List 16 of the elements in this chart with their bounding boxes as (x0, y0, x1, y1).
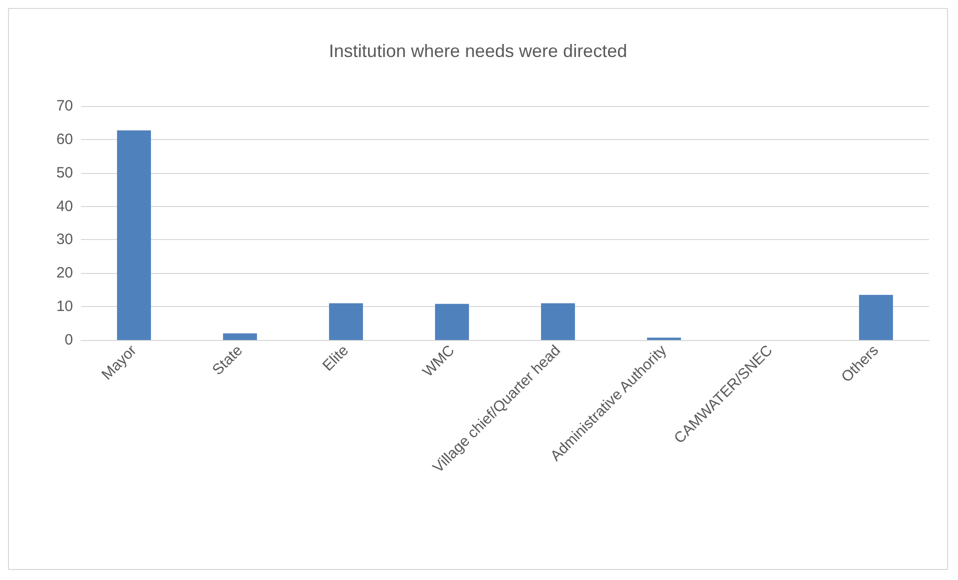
y-tick-label: 40 (56, 198, 73, 215)
bar (435, 304, 469, 340)
y-tick-label: 0 (64, 332, 73, 348)
y-tick-label: 20 (56, 264, 73, 282)
bar (541, 303, 575, 340)
bar (329, 303, 363, 340)
y-tick-label: 10 (56, 298, 73, 316)
y-tick-label: 30 (56, 231, 73, 248)
y-tick-label: 70 (56, 98, 73, 114)
bar (117, 130, 151, 340)
y-tick-label: 60 (56, 130, 73, 148)
chart-title: Institution where needs were directed (328, 41, 628, 61)
x-tick-label: Elite (319, 342, 352, 375)
bar (859, 294, 893, 340)
y-tick-label: 50 (56, 164, 73, 182)
bar (223, 333, 257, 340)
